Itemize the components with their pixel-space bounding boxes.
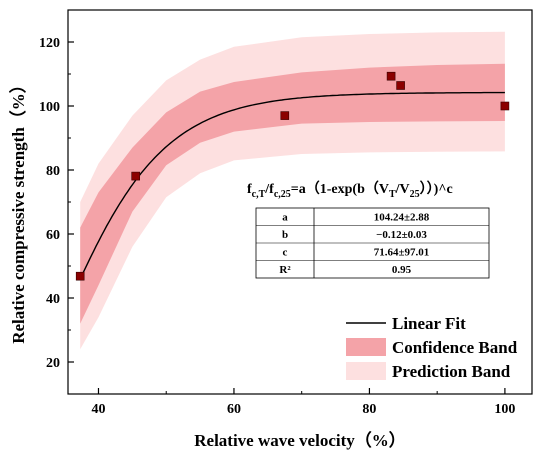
x-ticks-layer: 40 60 80 100 [91, 388, 515, 417]
data-points-layer [75, 71, 510, 281]
confidence-band-layer [80, 63, 505, 324]
y-axis-title: Relative compressive strength（%） [8, 76, 28, 344]
stats-param: R² [279, 264, 291, 276]
stats-param: b [282, 229, 288, 241]
y-tick-label: 100 [39, 100, 60, 115]
stats-value: 104.24±2.88 [374, 212, 430, 224]
legend-swatch-confidence [346, 338, 386, 356]
legend-swatch-prediction [346, 362, 386, 380]
x-tick-label: 40 [91, 402, 105, 417]
stats-value: −0.12±0.03 [376, 229, 427, 241]
y-tick-label: 120 [39, 36, 60, 51]
stats-param: a [282, 212, 288, 224]
stats-table: a 104.24±2.88 b −0.12±0.03 c 71.64±97.01 R² 0.9… [255, 207, 490, 279]
legend-label: Confidence Band [392, 338, 518, 357]
legend: Linear Fit Confidence Band Prediction Band [346, 314, 518, 381]
x-tick-label: 60 [227, 402, 241, 417]
stats-value: 0.95 [392, 264, 412, 276]
legend-label: Prediction Band [392, 362, 511, 381]
data-point [131, 171, 140, 181]
stats-param: c [283, 247, 288, 259]
data-point [500, 101, 510, 111]
y-tick-label: 20 [46, 356, 60, 371]
data-point [386, 71, 396, 81]
fit-formula: fc,T/fc,25=a（1-exp(b（VT/V25））)^c [247, 181, 453, 200]
y-ticks-layer: 20 40 60 80 100 120 [39, 36, 74, 371]
x-axis-title: Relative wave velocity（%） [194, 430, 406, 450]
data-point [280, 111, 290, 120]
x-tick-label: 100 [494, 402, 515, 417]
fit-curve [79, 91, 505, 280]
fit-curve-layer [79, 91, 505, 280]
stats-value: 71.64±97.01 [374, 247, 430, 259]
y-tick-label: 60 [46, 228, 60, 243]
x-tick-label: 80 [362, 402, 376, 417]
data-point [396, 81, 405, 90]
formula-layer: fc,T/fc,25=a（1-exp(b（VT/V25））)^c [247, 181, 453, 200]
data-point [75, 271, 85, 281]
confidence-band [80, 63, 505, 324]
y-tick-label: 80 [46, 164, 60, 179]
legend-label: Linear Fit [392, 314, 466, 333]
y-tick-label: 40 [46, 292, 60, 307]
